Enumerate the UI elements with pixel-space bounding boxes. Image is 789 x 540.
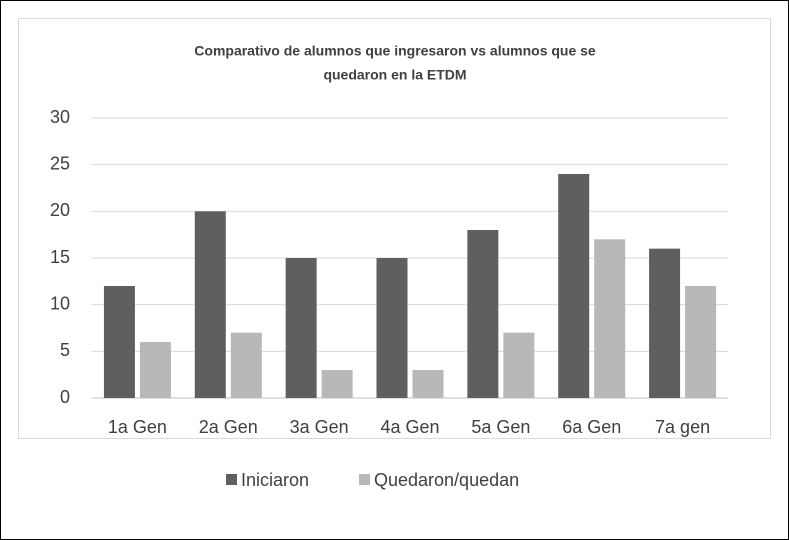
- x-tick-label: 7a gen: [655, 417, 710, 437]
- x-tick-label: 2a Gen: [199, 417, 258, 437]
- bar: [594, 239, 626, 398]
- x-tick-label: 3a Gen: [290, 417, 349, 437]
- chart-title: Comparativo de alumnos que ingresaron vs…: [194, 43, 596, 59]
- y-tick-label: 0: [60, 387, 70, 407]
- bar: [103, 286, 135, 398]
- bar: [467, 230, 499, 398]
- y-tick-label: 30: [50, 107, 70, 127]
- bar: [376, 258, 408, 398]
- bar: [285, 258, 317, 398]
- bar: [230, 332, 262, 398]
- x-tick-label: 1a Gen: [108, 417, 167, 437]
- y-tick-label: 15: [50, 247, 70, 267]
- bar: [194, 211, 226, 398]
- y-tick-label: 25: [50, 153, 70, 173]
- bar: [685, 286, 717, 398]
- y-tick-label: 20: [50, 200, 70, 220]
- y-tick-label: 10: [50, 293, 70, 313]
- legend-label: Iniciaron: [241, 470, 309, 490]
- legend-label: Quedaron/quedan: [374, 470, 519, 490]
- x-tick-label: 6a Gen: [562, 417, 621, 437]
- bar: [558, 174, 590, 398]
- legend-swatch: [226, 474, 237, 485]
- y-tick-label: 5: [60, 340, 70, 360]
- bar: [412, 370, 444, 398]
- bar: [649, 248, 681, 398]
- x-tick-label: 4a Gen: [380, 417, 439, 437]
- legend-swatch: [359, 474, 370, 485]
- bar: [139, 342, 171, 398]
- chart-title: quedaron en la ETDM: [323, 67, 466, 83]
- bar: [503, 332, 535, 398]
- x-tick-label: 5a Gen: [471, 417, 530, 437]
- bar: [321, 370, 353, 398]
